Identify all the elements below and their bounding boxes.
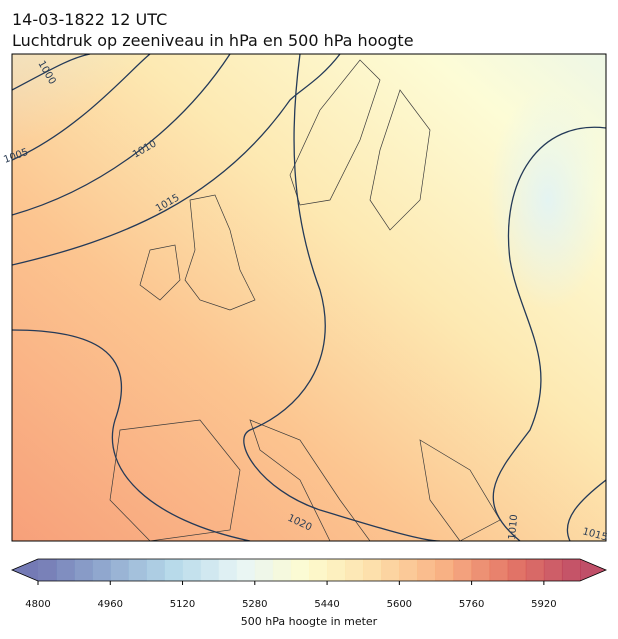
isobar [12, 329, 251, 541]
coastline [109, 59, 501, 541]
colorbar-segment [218, 559, 238, 581]
isobar [12, 54, 151, 161]
colorbar: 4800 4960 5120 5280 5440 5600 5760 5920 [10, 558, 608, 610]
isobar [243, 54, 441, 541]
colorbar-tick-label: 5280 [242, 599, 267, 610]
colorbar-segment [381, 559, 400, 581]
colorbar-segment [92, 559, 111, 581]
colorbar-segment [272, 559, 292, 581]
map-frame [11, 53, 607, 542]
map [12, 54, 606, 541]
colorbar-segment [38, 559, 57, 581]
low-area [12, 54, 212, 184]
colorbar-segment [254, 559, 274, 581]
colorbar-segment [489, 559, 509, 581]
colorbar-segment [309, 559, 328, 581]
colorbar-segment [146, 559, 165, 581]
colorbar-extend [12, 559, 38, 581]
colorbar-tick-label: 5440 [314, 599, 339, 610]
colorbar-segment [290, 559, 310, 581]
colorbar-segment [56, 559, 75, 581]
colorbar-segment [453, 559, 473, 581]
colorbar-tick-label: 4960 [98, 599, 123, 610]
colorbar-segment [327, 559, 346, 581]
title-line: Luchtdruk op zeeniveau in hPa en 500 hPa… [12, 31, 414, 50]
colorbar-segment [399, 559, 418, 581]
colorbar-frame [10, 558, 608, 582]
colorbar-segment [74, 559, 93, 581]
colorbar-segment [543, 559, 563, 581]
colorbar-extend [580, 559, 606, 581]
isobar [492, 126, 606, 541]
colorbar-segment [128, 559, 147, 581]
low-area [488, 90, 606, 310]
contour-label: 1010 [507, 514, 520, 540]
colorbar-segment [471, 559, 491, 581]
colorbar-segment [435, 559, 455, 581]
colorbar-tick-label: 5760 [459, 599, 484, 610]
title-line: 14-03-1822 12 UTC [12, 10, 167, 29]
colorbar-segment [507, 559, 527, 581]
colorbar-segment [525, 559, 545, 581]
isobar [566, 479, 606, 541]
colorbar-tick-label: 5120 [170, 599, 195, 610]
colorbar-segment [561, 559, 581, 581]
colorbar-segment [345, 559, 364, 581]
colorbar-segment [236, 559, 256, 581]
colorbar-segment [182, 559, 202, 581]
colorbar-segment [363, 559, 382, 581]
colorbar-tick-label: 5600 [387, 599, 412, 610]
isobar [12, 54, 341, 266]
colorbar-segment [200, 559, 220, 581]
colorbar-segment [417, 559, 436, 581]
colorbar-segment [164, 559, 184, 581]
isobar [12, 54, 231, 216]
isobar [12, 54, 91, 91]
colorbar-tick-label: 4800 [25, 599, 50, 610]
colorbar-segment [110, 559, 129, 581]
colorbar-tick-label: 5920 [531, 599, 556, 610]
colorbar-label: 500 hPa hoogte in meter [241, 615, 378, 628]
